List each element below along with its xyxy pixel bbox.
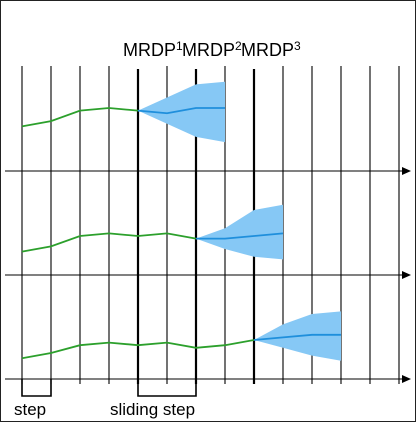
series-row-2: [21, 204, 284, 260]
sliding-step-bracket: [137, 379, 197, 397]
history-series-line: [21, 232, 197, 253]
forecast-uncertainty-band: [196, 204, 283, 260]
step-bracket: [21, 379, 52, 397]
forecast-uncertainty-band: [138, 81, 225, 143]
row-axis-arrowhead: [402, 167, 411, 175]
row-axis-arrowhead: [402, 271, 411, 279]
history-series-line: [21, 107, 139, 128]
series-rows: [21, 81, 341, 361]
mrdp2-label: MRDP2: [182, 39, 242, 60]
forecast-mean-line: [137, 107, 225, 115]
step-label: step: [14, 400, 46, 419]
forecast-mean-line: [253, 333, 341, 341]
series-row-3: [21, 311, 341, 361]
row-axis-arrowhead: [402, 375, 411, 383]
forecast-mean-line: [196, 232, 284, 240]
series-row-1: [21, 81, 225, 143]
sliding-step-label: sliding step: [110, 400, 195, 419]
mrdp3-label: MRDP3: [241, 39, 301, 60]
history-series-line: [21, 339, 255, 360]
mrdp1-label: MRDP1: [123, 39, 183, 60]
